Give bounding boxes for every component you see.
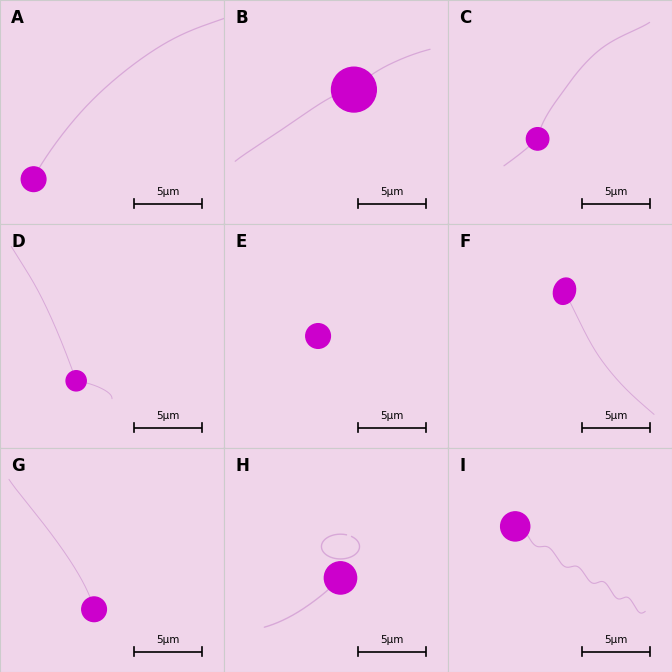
Text: H: H	[235, 457, 249, 475]
Text: E: E	[235, 233, 247, 251]
Circle shape	[66, 371, 86, 391]
Text: A: A	[11, 9, 24, 27]
Circle shape	[526, 128, 549, 150]
Circle shape	[22, 167, 46, 192]
Text: 5μm: 5μm	[380, 635, 404, 645]
Text: C: C	[459, 9, 472, 27]
Text: F: F	[459, 233, 470, 251]
Circle shape	[331, 67, 376, 112]
Circle shape	[306, 324, 331, 348]
Text: B: B	[235, 9, 248, 27]
Text: 5μm: 5μm	[604, 187, 628, 197]
Ellipse shape	[553, 278, 576, 304]
Text: D: D	[11, 233, 25, 251]
Text: 5μm: 5μm	[380, 411, 404, 421]
Circle shape	[325, 562, 357, 594]
Circle shape	[501, 512, 530, 541]
Text: 5μm: 5μm	[380, 187, 404, 197]
Text: 5μm: 5μm	[157, 187, 179, 197]
Text: 5μm: 5μm	[157, 411, 179, 421]
Text: 5μm: 5μm	[157, 635, 179, 645]
Text: I: I	[459, 457, 465, 475]
Text: G: G	[11, 457, 25, 475]
Circle shape	[82, 597, 106, 622]
Text: 5μm: 5μm	[604, 635, 628, 645]
Text: 5μm: 5μm	[604, 411, 628, 421]
